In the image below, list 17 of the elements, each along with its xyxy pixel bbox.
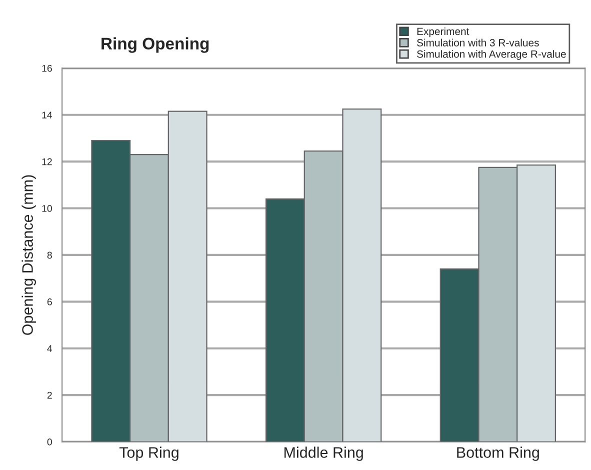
y-tick-label: 0 [47, 438, 52, 446]
x-tick-label: Middle Ring [284, 446, 363, 461]
x-tick-label: Bottom Ring [457, 446, 539, 461]
y-tick-label: 14 [42, 112, 52, 118]
y-tick-label: 2 [47, 392, 52, 399]
y-axis-title: Opening Distance (mm) [22, 175, 36, 335]
y-tick-label: 10 [42, 205, 52, 212]
legend-label: Simulation with Average R-value [417, 50, 566, 60]
y-tick-label: 12 [42, 158, 52, 166]
y-tick-label: 6 [47, 298, 52, 306]
legend-label: Simulation with 3 R-values [417, 38, 539, 46]
y-tick-label: 8 [47, 252, 52, 259]
y-tick-label: 4 [47, 345, 52, 352]
x-tick-label: Top Ring [119, 446, 178, 461]
y-tick-label: 16 [42, 64, 52, 72]
chart-title: Ring Opening [102, 37, 209, 53]
legend-label: Experiment [417, 27, 470, 38]
